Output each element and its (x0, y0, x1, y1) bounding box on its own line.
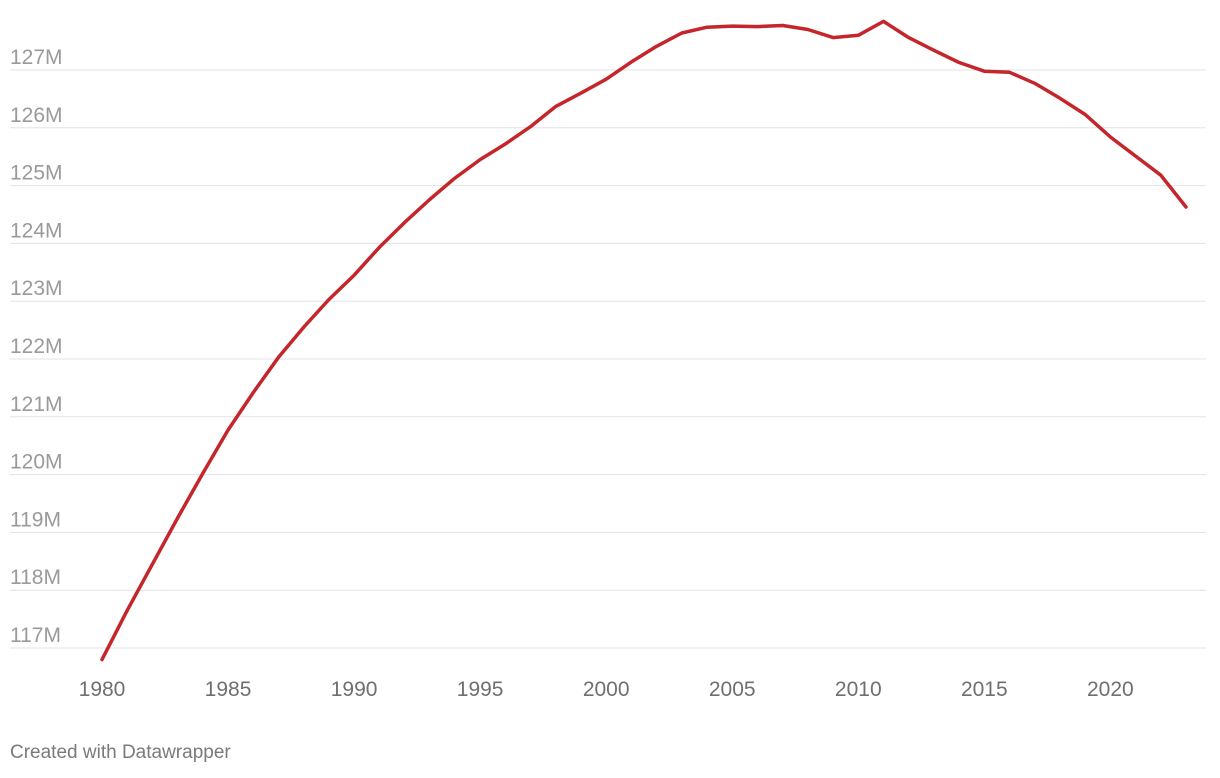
gridlines (10, 69, 1206, 649)
x-tick-label: 1985 (205, 678, 252, 701)
x-axis: 1980 1985 1990 1995 2000 2005 2010 2015 2020 (79, 678, 1134, 701)
y-tick-label: 124M (10, 219, 63, 242)
y-tick-label: 120M (10, 451, 63, 474)
y-tick-label: 126M (10, 104, 63, 127)
x-tick-label: 1995 (457, 678, 504, 701)
population-line (100, 19, 1188, 662)
series-layer (100, 19, 1188, 662)
x-tick-label: 1980 (79, 678, 126, 701)
datawrapper-credit: Created with Datawrapper (10, 742, 231, 763)
x-tick-label: 2000 (583, 678, 630, 701)
x-tick-label: 2005 (709, 678, 756, 701)
y-tick-label: 117M (10, 624, 61, 647)
y-tick-label: 125M (10, 162, 63, 185)
x-tick-label: 2010 (835, 678, 882, 701)
x-tick-label: 2015 (961, 678, 1008, 701)
y-tick-label: 122M (10, 335, 63, 358)
y-tick-label: 123M (10, 277, 63, 300)
y-tick-label: 119M (10, 508, 61, 531)
y-tick-label: 127M (10, 46, 63, 69)
x-tick-label: 2020 (1087, 678, 1134, 701)
y-tick-label: 121M (10, 393, 63, 416)
y-tick-label: 118M (10, 566, 61, 589)
y-axis: 117M 118M 119M 120M 121M 122M 123M 124M 125M 126M… (10, 46, 63, 647)
line-chart: 117M 118M 119M 120M 121M 122M 123M 124M 125M 126M… (10, 19, 1206, 701)
x-tick-label: 1990 (331, 678, 378, 701)
